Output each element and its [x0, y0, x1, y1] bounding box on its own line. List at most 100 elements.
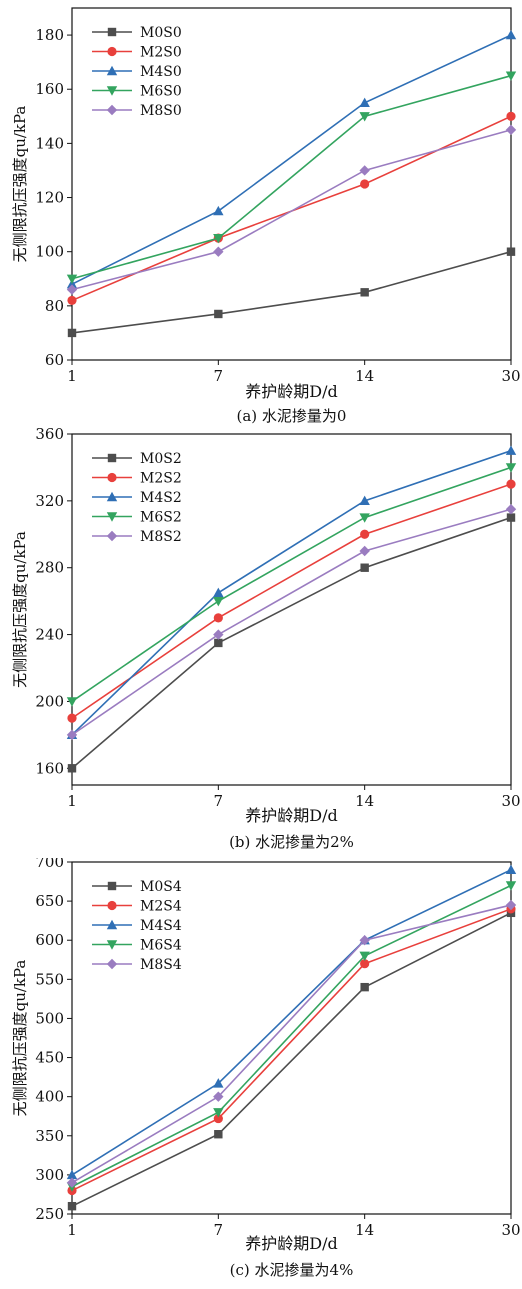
chart2-data-point-M6S4	[505, 881, 517, 891]
chart1-x-tick-label: 30	[501, 792, 520, 810]
chart0-series-line-M6S0	[71, 74, 512, 280]
chart0-data-point-M8S0	[66, 284, 78, 295]
chart1-data-point-M6S2	[213, 596, 224, 607]
chart2-x-tick-label: 7	[214, 1221, 224, 1239]
chart2-legend-label: M8S4	[140, 957, 182, 973]
chart0-data-point-M6S0	[213, 233, 224, 244]
chart1-series-line-M8S2	[71, 508, 512, 736]
chart2-legend-marker	[106, 919, 118, 930]
chart-panel-c: 250 300 350 400 450 500 550 600 650 700 1 7 14 30 M0S4…	[0, 853, 522, 1285]
chart1-plot-frame	[71, 433, 512, 786]
chart2-y-tick-label: 600	[35, 931, 64, 949]
chart1-y-tick-label: 160	[35, 759, 64, 777]
chart0-x-axis-label: 养护龄期D/d	[245, 382, 337, 401]
chart1-x-axis-label: 养护龄期D/d	[245, 806, 337, 825]
chart0-legend-label: M8S0	[140, 103, 182, 119]
chart0-y-tick-label: 80	[45, 297, 64, 315]
chart0-x-tick-label: 1	[67, 367, 77, 385]
chart1-x-tick-label: 7	[214, 792, 224, 810]
chart2-x-tick-label: 1	[67, 1221, 77, 1239]
chart0-data-point-M4S0	[505, 29, 517, 40]
chart2-y-tick-label: 450	[35, 1049, 64, 1067]
chart0-data-point-M6S0	[359, 112, 370, 122]
chart2-series-line-M2S4	[71, 908, 512, 1192]
chart2-y-tick-label: 550	[35, 970, 64, 988]
chart1-x-tick-label: 1	[67, 792, 77, 810]
chart0-x-tick-label: 7	[214, 367, 224, 385]
chart2-y-tick-label: 650	[35, 892, 64, 910]
chart1-legend-label: M2S2	[140, 471, 182, 487]
chart1-legend-label: M4S2	[140, 490, 182, 506]
chart1-data-point-M4S2	[359, 495, 370, 506]
chart2-data-point-M6S4	[213, 1108, 224, 1118]
chart1-data-point-M0S2	[67, 764, 77, 773]
chart2-y-tick-label: 500	[35, 1009, 64, 1027]
chart2-legend-label: M6S4	[140, 938, 182, 954]
chart1-y-tick-label: 360	[35, 428, 64, 443]
chart1-legend-marker	[106, 530, 118, 542]
chart2-caption: (c) 水泥掺量为4%	[230, 1261, 354, 1279]
chart2-y-tick-label: 250	[35, 1205, 64, 1223]
chart2-y-tick-label: 300	[35, 1166, 64, 1184]
chart-panel-a: 60 80 100 120 140 160 180 1 7 14 30 M0S0 M2S0 M4S0 M6S…	[0, 0, 522, 428]
chart2-data-point-M4S4	[213, 1078, 224, 1088]
chart0-x-tick-label: 14	[355, 367, 374, 385]
chart1-data-point-M8S2	[213, 629, 224, 640]
chart2-data-point-M6S4	[359, 951, 370, 962]
chart0-data-point-M4S0	[213, 205, 224, 216]
chart-c: 250 300 350 400 450 500 550 600 650 700 1 7 14 30 M0S4…	[11, 853, 521, 1279]
chart2-series-line-M6S4	[71, 884, 512, 1188]
chart0-legend-label: M4S0	[140, 64, 182, 80]
chart1-series-line-M4S2	[71, 449, 512, 736]
chart0-data-point-M2S0	[67, 295, 77, 306]
chart2-data-point-M0S4	[214, 1130, 223, 1139]
chart0-y-tick-label: 120	[35, 189, 64, 207]
chart2-x-tick-label: 14	[355, 1221, 374, 1239]
chart0-data-point-M0S0	[67, 328, 77, 338]
chart1-x-tick-label: 14	[355, 792, 374, 810]
chart0-legend-marker	[106, 104, 118, 116]
chart1-y-tick-label: 280	[35, 559, 64, 577]
chart1-legend-marker	[106, 512, 118, 522]
chart0-data-point-M8S0	[359, 165, 370, 176]
chart0-data-point-M0S0	[214, 309, 223, 319]
chart2-data-point-M2S4	[360, 959, 370, 969]
chart2-data-point-M2S4	[213, 1113, 223, 1124]
chart1-data-point-M4S2	[505, 445, 517, 455]
chart2-legend-marker	[106, 940, 118, 950]
chart-panel-b: 160 200 240 280 320 360 1 7 14 30 M0S2 M2S2 M4S2 M6S2…	[0, 425, 522, 858]
chart2-y-tick-label: 350	[35, 1127, 64, 1145]
chart0-data-point-M6S0	[66, 274, 78, 284]
chart2-legend-label: M2S4	[140, 899, 182, 915]
chart1-caption: (b) 水泥掺量为2%	[229, 833, 354, 851]
chart2-plot-frame	[71, 861, 512, 1215]
chart0-legend-marker	[107, 27, 117, 37]
chart2-y-tick-label: 400	[35, 1088, 64, 1106]
chart2-series-line-M8S4	[71, 904, 512, 1184]
chart0-legend-label: M2S0	[140, 45, 182, 61]
chart2-legend-marker	[107, 881, 117, 891]
chart1-legend-marker	[107, 472, 117, 483]
chart1-data-point-M4S2	[213, 587, 224, 597]
chart1-data-point-M0S2	[360, 563, 369, 572]
chart2-y-tick-label: 700	[35, 858, 64, 871]
chart0-legend-label: M0S0	[140, 25, 182, 41]
chart2-legend-label: M4S4	[140, 918, 182, 934]
chart0-y-tick-label: 160	[35, 80, 64, 98]
chart1-data-point-M8S2	[505, 504, 517, 515]
chart2-data-point-M4S4	[505, 864, 517, 875]
chart2-y-axis-label: 无侧限抗压强度qu/kPa	[11, 960, 29, 1117]
chart0-y-tick-label: 100	[35, 243, 64, 261]
chart2-data-point-M0S4	[360, 982, 369, 992]
chart1-data-point-M0S2	[214, 638, 223, 648]
chart0-data-point-M0S0	[506, 247, 516, 256]
chart0-data-point-M4S0	[359, 97, 370, 107]
chart2-data-point-M4S4	[66, 1169, 78, 1180]
chart1-legend: M0S2 M2S2 M4S2 M6S2 M8S2	[92, 451, 182, 545]
chart0-data-point-M2S0	[360, 179, 370, 189]
chart0-series-line-M8S0	[71, 129, 512, 291]
chart-a: 60 80 100 120 140 160 180 1 7 14 30 M0S0 M2S0 M4S0 M6S…	[11, 7, 521, 425]
chart0-y-tick-label: 60	[45, 351, 64, 369]
chart1-series-line-M6S2	[71, 466, 512, 703]
chart0-y-axis-label: 无侧限抗压强度qu/kPa	[11, 106, 29, 263]
